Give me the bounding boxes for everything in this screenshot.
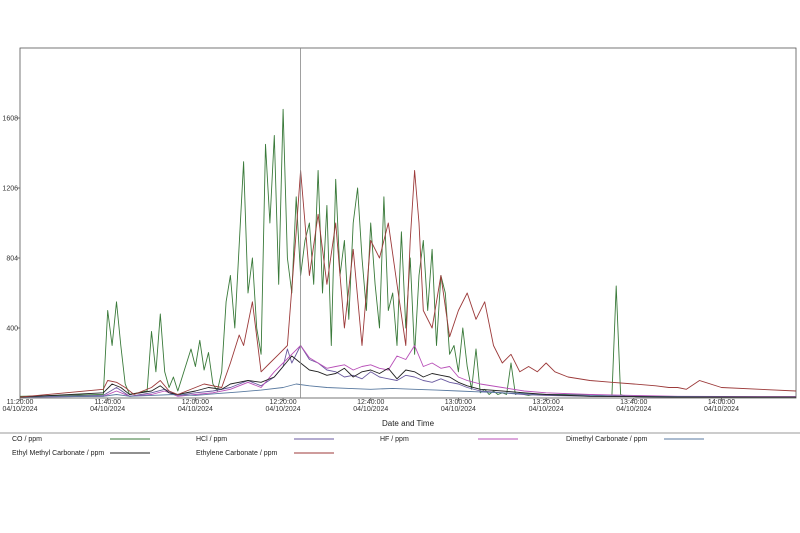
series-line-4: [19, 355, 796, 398]
x-tick-time-label: 13:40:00: [620, 399, 647, 406]
x-tick-time-label: 12:00:00: [182, 399, 209, 406]
x-tick-time-label: 11:40:00: [94, 399, 121, 406]
x-tick-date-label: 04/10/2024: [529, 406, 564, 413]
x-tick-date-label: 04/10/2024: [266, 406, 301, 413]
legend-label: Ethyl Methyl Carbonate / ppm: [12, 450, 104, 457]
x-tick-date-label: 04/10/2024: [90, 406, 125, 413]
x-tick-time-label: 12:20:00: [269, 399, 296, 406]
series-line-2: [19, 345, 797, 398]
legend-label: Dimethyl Carbonate / ppm: [566, 436, 647, 443]
x-tick-date-label: 04/10/2024: [441, 406, 476, 413]
y-tick-label: 1206: [2, 186, 18, 193]
x-tick-time-label: 12:40:00: [357, 399, 384, 406]
series-line-5: [19, 170, 797, 398]
x-tick-date-label: 04/10/2024: [2, 406, 37, 413]
legend-label: Ethylene Carbonate / ppm: [196, 450, 277, 457]
x-tick-date-label: 04/10/2024: [353, 406, 388, 413]
x-tick-time-label: 13:00:00: [445, 399, 472, 406]
x-tick-date-label: 04/10/2024: [704, 406, 739, 413]
legend-label: HF / ppm: [380, 436, 409, 443]
legend-label: HCl / ppm: [196, 436, 227, 443]
y-tick-label: 804: [6, 256, 18, 263]
x-tick-time-label: 11:20:00: [7, 399, 34, 406]
x-tick-time-label: 13:20:00: [532, 399, 559, 406]
x-tick-date-label: 04/10/2024: [178, 406, 213, 413]
x-tick-time-label: 14:00:00: [708, 399, 735, 406]
y-tick-label: 400: [6, 326, 18, 333]
series-line-1: [19, 345, 796, 398]
y-tick-label: 1608: [2, 116, 18, 123]
x-tick-date-label: 04/10/2024: [616, 406, 651, 413]
legend-label: CO / ppm: [12, 436, 42, 443]
plot-area: [19, 47, 797, 399]
x-axis-title: Date and Time: [382, 419, 435, 428]
